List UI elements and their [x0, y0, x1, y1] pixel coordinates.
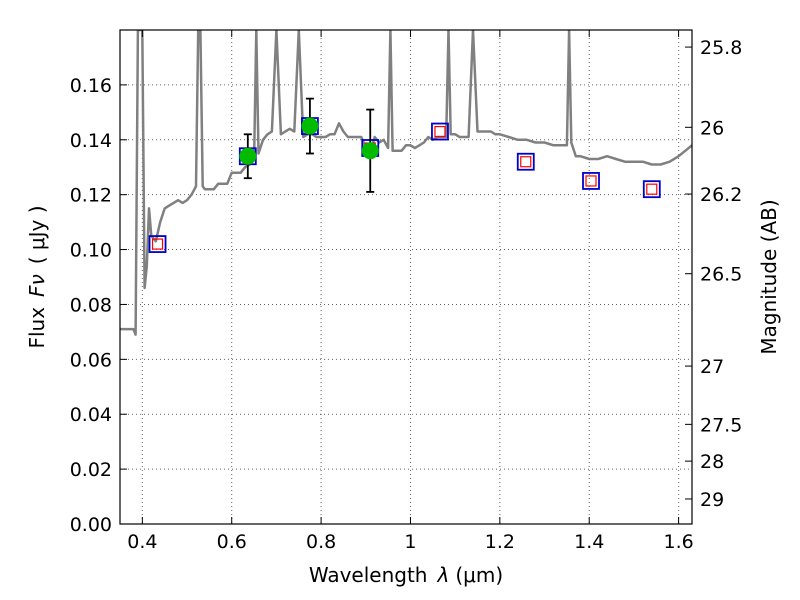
x-tick-label: 0.6: [217, 531, 247, 553]
observed-point: [361, 142, 379, 160]
y-axis-label: Flux Fν ( μJy ): [25, 205, 49, 348]
y-axis-label-symbol: Fν: [25, 274, 49, 297]
y2-tick-label: 27.5: [700, 414, 742, 436]
model-point-outer: [516, 152, 535, 171]
plot-frame: [119, 29, 693, 525]
x-axis-label: Wavelength λ (μm): [309, 563, 503, 587]
y2-tick-label: 29: [700, 489, 724, 511]
y-axis-label-text: Flux: [25, 307, 49, 349]
y-axis-label-unit: ( μJy ): [25, 205, 49, 264]
observed-point: [239, 147, 257, 165]
x-tick-label: 1.6: [663, 531, 693, 553]
y-tick-label: 0.12: [70, 185, 112, 207]
y2-tick-label: 26.2: [700, 184, 742, 206]
plot-background: [120, 30, 692, 524]
x-tick-label: 1.2: [485, 531, 515, 553]
spectrum-line: [120, 30, 692, 336]
y-tick-label: 0.06: [70, 349, 112, 371]
y-tick-label: 0.10: [70, 240, 112, 262]
y2-tick-label: 28: [700, 451, 724, 473]
y-tick-label: 0.08: [70, 294, 112, 316]
y2-axis: 25.8 26 26.2 26.5 27 27.5 28 29: [685, 37, 742, 511]
model-point-inner: [434, 125, 446, 138]
y-tick-label: 0.14: [70, 130, 112, 152]
y2-axis-label: Magnitude (AB): [757, 199, 781, 354]
x-tick-label: 0.8: [306, 531, 336, 553]
model-point-outer: [582, 172, 600, 190]
y-tick-label: 0.16: [70, 75, 112, 97]
model-point-outer: [642, 180, 661, 199]
observed-point: [301, 117, 319, 135]
x-tick-label: 1.4: [574, 531, 604, 553]
x-axis-label-unit: (μm): [455, 563, 503, 587]
y2-tick-label: 27: [700, 356, 724, 378]
y2-tick-label: 26: [700, 117, 724, 139]
y-tick-label: 0.00: [70, 514, 112, 536]
model-point-inner: [151, 238, 164, 250]
model-point-inner: [646, 183, 658, 195]
model-point-inner: [585, 175, 597, 187]
x-tick-label: 0.4: [127, 531, 157, 553]
markers: [148, 97, 661, 253]
model-point-inner: [520, 156, 532, 168]
model-point-outer: [431, 122, 449, 141]
model-point-outer: [148, 235, 167, 253]
y-tick-label: 0.02: [70, 459, 112, 481]
plot-area: [120, 30, 692, 336]
y2-tick-label: 25.8: [700, 37, 742, 59]
y-tick-label: 0.04: [70, 404, 112, 426]
x-axis-label-text: Wavelength: [309, 563, 428, 587]
x-tick-label: 1: [404, 531, 416, 553]
y2-tick-label: 26.5: [700, 264, 742, 286]
x-axis: 0.4 0.6 0.8 1 1.2 1.4 1.6: [127, 30, 694, 553]
y-axis: 0.00 0.02 0.04 0.06 0.08 0.10 0.12 0.14 0.16: [70, 75, 127, 536]
x-axis-label-symbol: λ: [437, 563, 450, 587]
